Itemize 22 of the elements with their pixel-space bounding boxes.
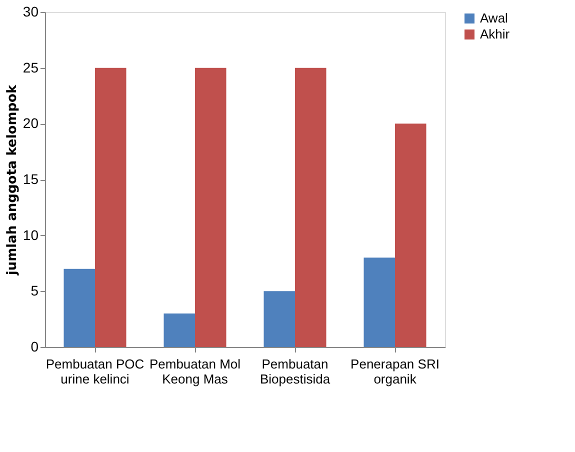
bar [195,68,226,347]
bar [295,68,326,347]
y-tick-label: 30 [22,4,39,20]
bar [164,314,195,347]
y-tick-label: 20 [22,115,39,132]
x-tick-label: Pembuatan Mol Keong Mas [149,356,241,386]
bar [95,68,126,347]
bar [395,124,426,347]
x-tick-label: Pembuatan POC urine kelinci [46,356,144,386]
y-axis-title: jumlah anggota kelompok [4,84,20,276]
y-tick-label: 0 [30,338,39,354]
y-tick-label: 25 [22,59,39,76]
x-tick-label: Penerapan SRI organik [350,356,440,386]
x-tick-label: Pembuatan Biopestisida [260,356,331,386]
y-tick-label: 10 [22,226,39,243]
legend-label: Akhir [480,26,510,42]
bar [364,258,395,347]
legend-label: Awal [480,10,508,26]
bar [264,291,295,347]
y-tick-label: 15 [22,171,39,187]
y-tick-label: 5 [30,282,39,299]
bar [64,268,95,347]
